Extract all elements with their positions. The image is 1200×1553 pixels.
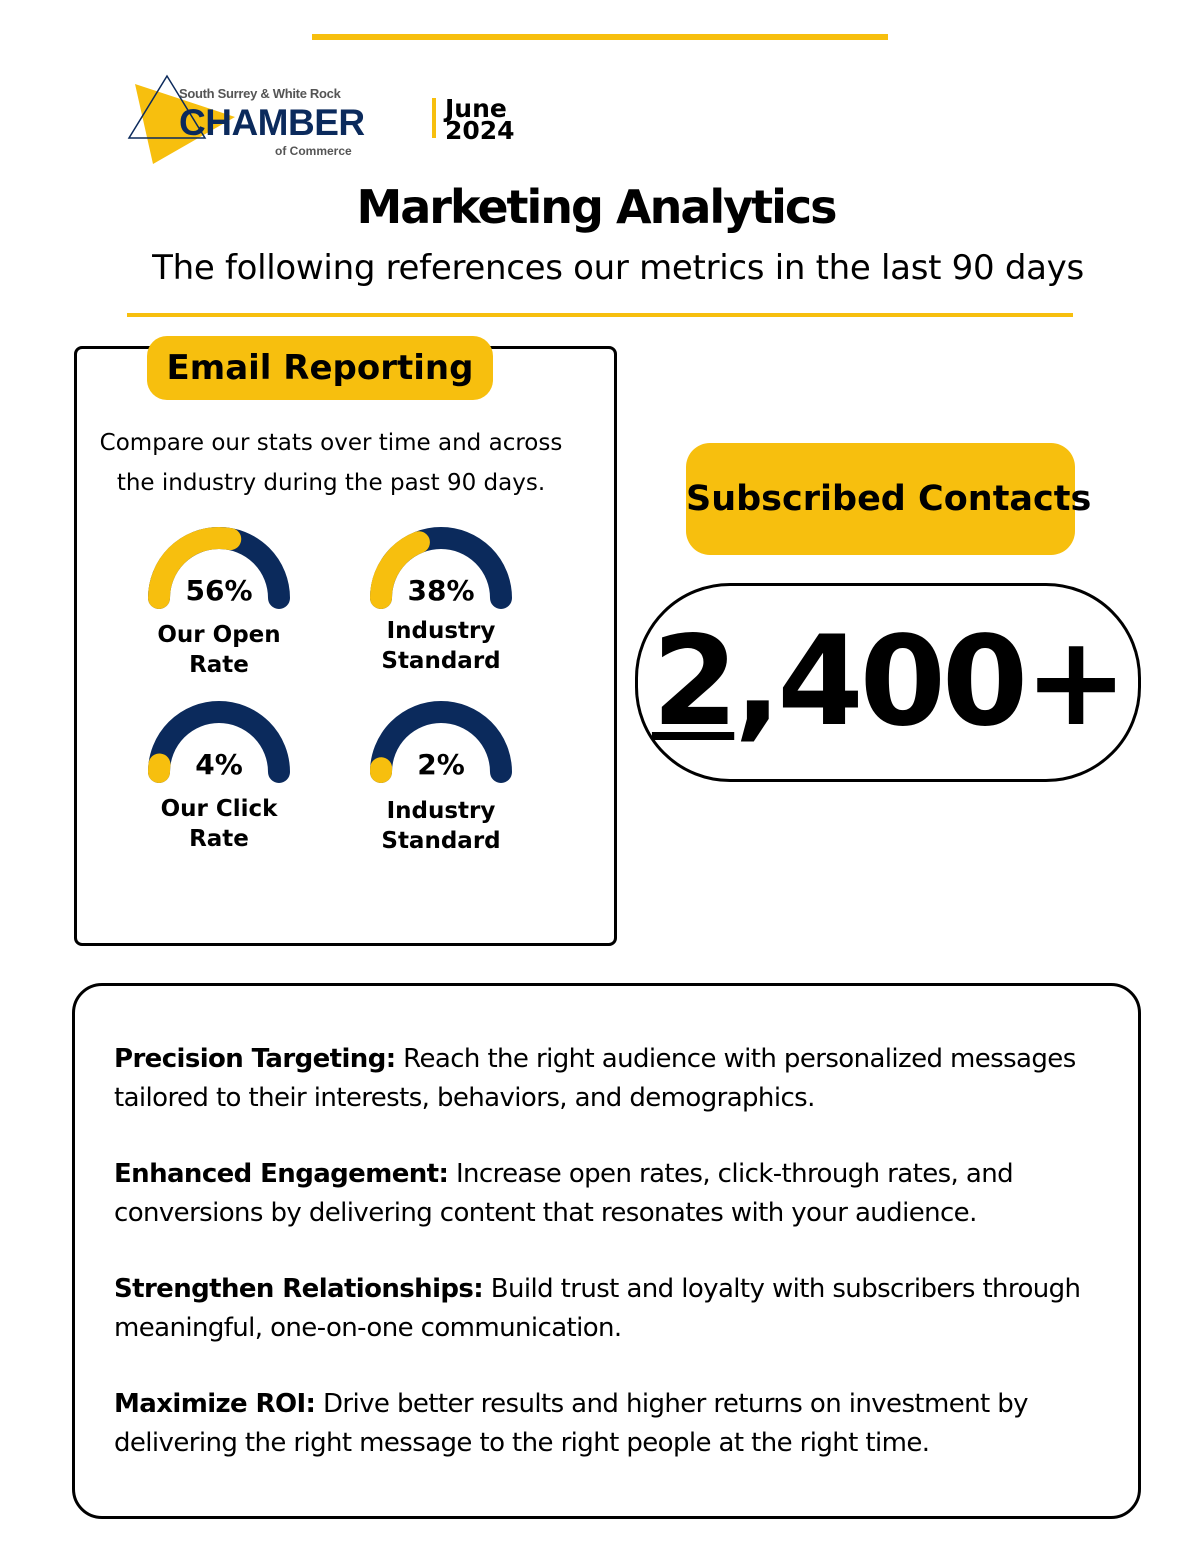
subscriber-count: 2,400+ <box>635 583 1141 782</box>
benefit-item: Maximize ROI: Drive better results and h… <box>114 1385 1114 1463</box>
logo-line-3: of Commerce <box>275 144 352 158</box>
top-accent-bar <box>312 34 888 40</box>
chamber-logo: South Surrey & White Rock CHAMBER of Com… <box>125 72 365 168</box>
benefit-title: Precision Targeting: <box>114 1044 396 1074</box>
subscriber-count-rest: ,400+ <box>734 610 1128 754</box>
gauge-value: 38% <box>407 574 475 607</box>
subscribed-contacts-heading: Subscribed Contacts <box>686 443 1091 555</box>
benefit-text: Build trust and loyalty with subscribers… <box>114 1274 1081 1343</box>
date-year: 2024 <box>445 116 515 145</box>
logo-line-1: South Surrey & White Rock <box>179 86 341 101</box>
logo-line-2: CHAMBER <box>179 102 365 143</box>
gauge-fill <box>370 531 430 609</box>
date-month: June <box>445 94 507 123</box>
report-date: June 2024 <box>445 94 515 145</box>
email-reporting-heading: Email Reporting <box>147 336 493 400</box>
subscriber-count-first-digit: 2 <box>651 610 738 754</box>
gauge-value: 2% <box>417 748 465 781</box>
gauge-3 <box>370 701 512 783</box>
benefit-title: Maximize ROI: <box>114 1389 316 1419</box>
gauge-track <box>148 701 290 783</box>
gauge-label: Industry Standard <box>381 618 501 674</box>
benefit-title: Enhanced Engagement: <box>114 1159 449 1189</box>
gauge-label: Our Click Rate <box>160 796 278 852</box>
subscriber-count-box <box>635 583 1141 782</box>
benefits-panel <box>72 983 1141 1519</box>
gauge-label: Our Open Rate <box>157 622 281 678</box>
benefit-title: Strengthen Relationships: <box>114 1274 484 1304</box>
benefit-text: Increase open rates, click-through rates… <box>114 1159 1014 1228</box>
benefit-text: Drive better results and higher returns … <box>114 1389 1029 1458</box>
gauge-0 <box>148 527 290 609</box>
date-accent-bar <box>432 98 436 138</box>
benefit-text: Reach the right audience with personaliz… <box>114 1044 1076 1113</box>
page-subtitle: The following references our metrics in … <box>152 248 1084 288</box>
benefit-item: Precision Targeting: Reach the right aud… <box>114 1040 1114 1118</box>
gauge-label: Industry Standard <box>381 798 501 854</box>
benefit-item: Enhanced Engagement: Increase open rates… <box>114 1155 1114 1233</box>
gauge-value: 56% <box>185 574 253 607</box>
gauge-1 <box>370 527 512 609</box>
gauge-track <box>370 701 512 783</box>
email-reporting-description: Compare our stats over time and across t… <box>99 430 563 496</box>
gauge-value: 4% <box>195 748 243 781</box>
gauge-2 <box>148 701 290 783</box>
benefit-item: Strengthen Relationships: Build trust an… <box>114 1270 1114 1348</box>
gauge-fill <box>148 527 242 609</box>
page-title: Marketing Analytics <box>356 180 837 234</box>
triangle-logo-icon <box>127 74 235 164</box>
divider <box>127 313 1073 317</box>
